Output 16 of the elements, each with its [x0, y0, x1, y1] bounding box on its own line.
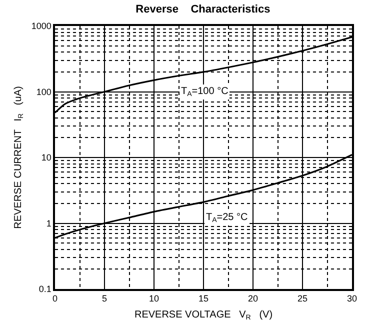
y-tick-label: 0.1 [38, 284, 52, 294]
y-tick-label: 1000 [31, 21, 52, 32]
x-tick-label: 5 [102, 294, 108, 304]
x-tick-label: 30 [346, 294, 358, 304]
x-tick-label: 25 [297, 294, 308, 304]
y-tick-label: 10 [41, 152, 52, 163]
x-tick-label: 0 [52, 294, 58, 304]
x-tick-label: 10 [148, 294, 160, 304]
annotation: T$_{A}$=100 °C [181, 86, 228, 98]
x-tick-label: 15 [198, 294, 209, 304]
chart-title: Reverse Characteristics [136, 4, 270, 16]
x-tick-label: 20 [248, 294, 258, 304]
y-tick-label: 100 [36, 86, 52, 97]
y-tick-label: 1 [46, 218, 52, 228]
annotation: T$_{A}$=25 °C [206, 212, 248, 224]
x-axis-title: REVERSE VOLTAGE V$_{R}$ (V) [134, 310, 273, 322]
